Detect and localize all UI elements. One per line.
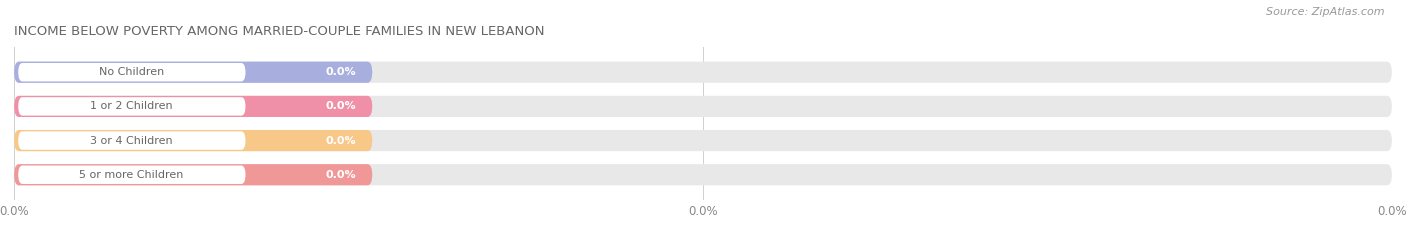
FancyBboxPatch shape (14, 96, 1392, 117)
Text: No Children: No Children (98, 67, 165, 77)
Text: Source: ZipAtlas.com: Source: ZipAtlas.com (1267, 7, 1385, 17)
Text: 0.0%: 0.0% (325, 170, 356, 180)
FancyBboxPatch shape (14, 62, 373, 83)
Text: 0.0%: 0.0% (325, 67, 356, 77)
Text: 1 or 2 Children: 1 or 2 Children (90, 101, 173, 111)
FancyBboxPatch shape (18, 165, 246, 184)
FancyBboxPatch shape (18, 131, 246, 150)
Text: 5 or more Children: 5 or more Children (79, 170, 183, 180)
FancyBboxPatch shape (14, 164, 373, 185)
FancyBboxPatch shape (14, 130, 1392, 151)
FancyBboxPatch shape (18, 63, 246, 82)
Text: INCOME BELOW POVERTY AMONG MARRIED-COUPLE FAMILIES IN NEW LEBANON: INCOME BELOW POVERTY AMONG MARRIED-COUPL… (14, 25, 544, 38)
Text: 3 or 4 Children: 3 or 4 Children (90, 136, 173, 146)
Text: 0.0%: 0.0% (325, 101, 356, 111)
FancyBboxPatch shape (14, 62, 1392, 83)
FancyBboxPatch shape (14, 164, 1392, 185)
FancyBboxPatch shape (14, 96, 373, 117)
FancyBboxPatch shape (14, 130, 373, 151)
FancyBboxPatch shape (18, 97, 246, 116)
Text: 0.0%: 0.0% (325, 136, 356, 146)
